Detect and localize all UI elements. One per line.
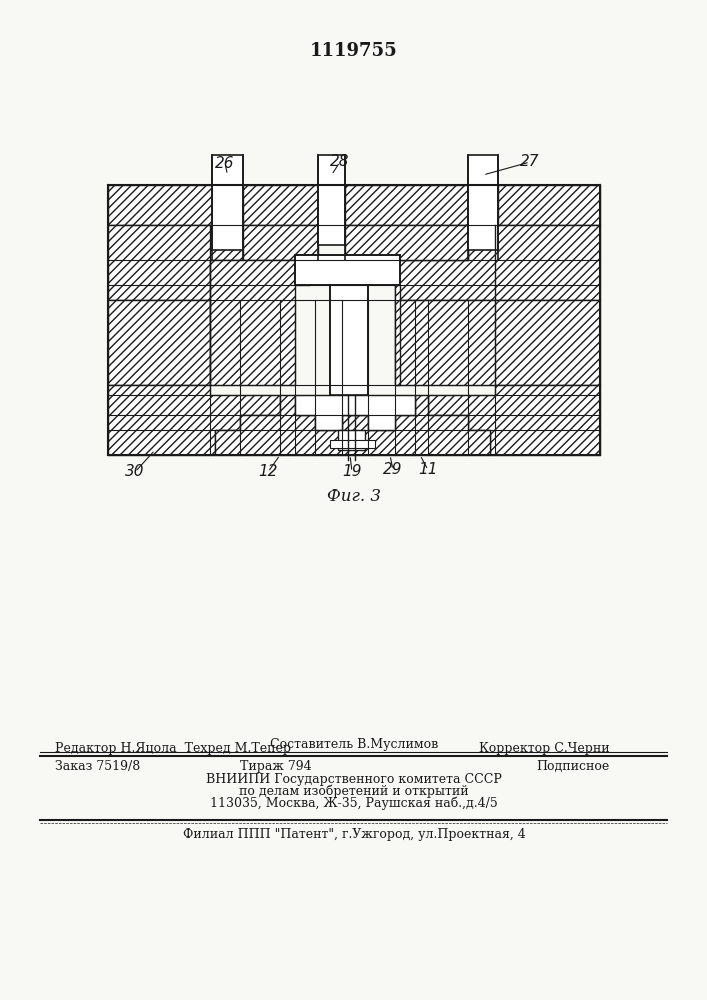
Polygon shape (395, 225, 600, 300)
Text: 19: 19 (342, 464, 362, 480)
Text: 113035, Москва, Ж-35, Раушская наб.,д.4/5: 113035, Москва, Ж-35, Раушская наб.,д.4/… (210, 797, 498, 810)
Polygon shape (498, 185, 600, 225)
Polygon shape (395, 260, 400, 385)
Text: 12: 12 (258, 464, 278, 480)
Text: Составитель В.Муслимов: Составитель В.Муслимов (270, 738, 438, 751)
Text: ВНИИПИ Государственного комитета СССР: ВНИИПИ Государственного комитета СССР (206, 773, 502, 786)
Polygon shape (108, 300, 210, 385)
Text: Тираж 794: Тираж 794 (240, 760, 312, 773)
Polygon shape (108, 385, 280, 455)
Polygon shape (108, 185, 212, 225)
Polygon shape (295, 395, 415, 430)
Text: 26: 26 (215, 155, 235, 170)
Bar (468, 155, 498, 250)
Text: по делам изобретений и открытий: по делам изобретений и открытий (239, 785, 469, 798)
Polygon shape (243, 225, 318, 260)
Text: 1119755: 1119755 (310, 42, 398, 60)
Bar (295, 255, 400, 285)
Bar (338, 430, 365, 450)
Polygon shape (428, 385, 600, 455)
Text: 29: 29 (383, 462, 403, 478)
Bar (318, 155, 345, 245)
Bar (330, 440, 375, 448)
Bar (330, 285, 368, 395)
Text: 11: 11 (419, 462, 438, 478)
Text: Подписное: Подписное (537, 760, 610, 773)
Polygon shape (345, 225, 468, 260)
Polygon shape (345, 185, 468, 225)
Polygon shape (243, 185, 318, 225)
Polygon shape (395, 300, 600, 385)
Text: 28: 28 (330, 154, 350, 169)
Polygon shape (108, 225, 243, 300)
Text: Корректор С.Черни: Корректор С.Черни (479, 742, 610, 755)
Text: Редактор Н.Яцола  Техред М.Тепер: Редактор Н.Яцола Техред М.Тепер (55, 742, 291, 755)
Polygon shape (215, 395, 490, 455)
Bar (212, 155, 243, 250)
Text: 27: 27 (520, 154, 539, 169)
Text: Филиал ППП "Патент", г.Ужгород, ул.Проектная, 4: Филиал ППП "Патент", г.Ужгород, ул.Проек… (182, 828, 525, 841)
Text: Фиг. 3: Фиг. 3 (327, 488, 381, 505)
Text: Заказ 7519/8: Заказ 7519/8 (55, 760, 140, 773)
Text: 30: 30 (125, 464, 145, 480)
Polygon shape (210, 260, 310, 385)
